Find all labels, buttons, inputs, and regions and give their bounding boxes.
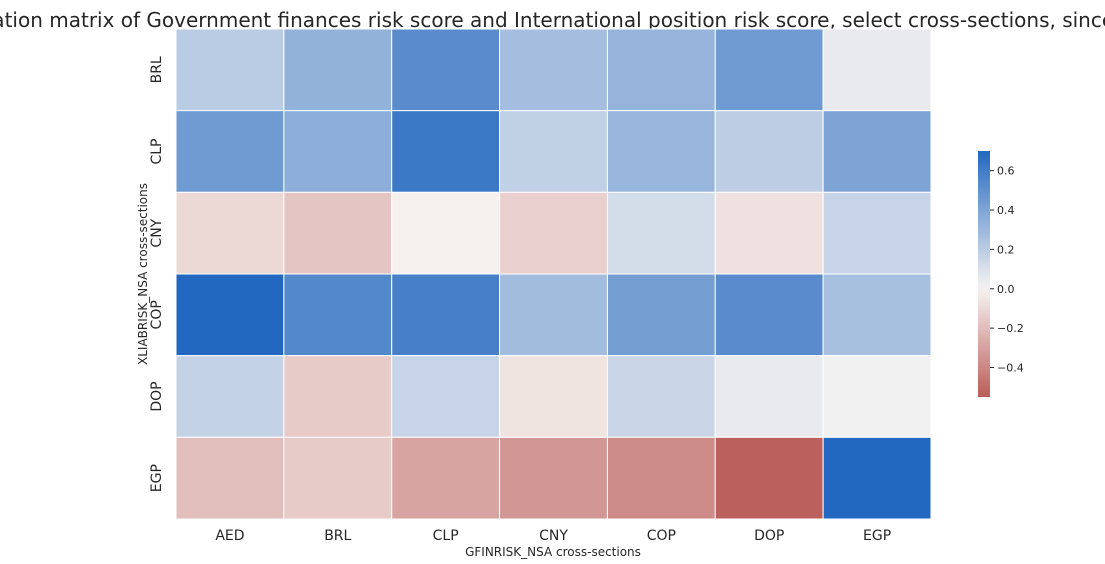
heatmap-cell-CLP-CNY: [499, 110, 608, 193]
heatmap-cell-EGP-AED: [175, 436, 285, 520]
heatmap-cell-BRL-COP: [606, 28, 716, 112]
heatmap-cell-COP-BRL: [283, 273, 393, 357]
x-tick-label: BRL: [324, 528, 351, 544]
heatmap-cell-COP-DOP: [714, 273, 824, 357]
heatmap-cell-CNY-CNY: [499, 191, 608, 275]
heatmap-cell-CLP-BRL: [283, 110, 393, 193]
heatmap-cell-DOP-CNY: [499, 355, 608, 438]
heatmap-cell-EGP-BRL: [283, 436, 393, 520]
y-tick-label: BRL: [149, 56, 165, 83]
heatmap-cell-CNY-COP: [606, 191, 716, 275]
colorbar-tick-label: 0.6: [997, 165, 1015, 178]
heatmap-cell-BRL-DOP: [714, 28, 824, 112]
heatmap-cell-CNY-AED: [175, 191, 285, 275]
y-tick-label: DOP: [149, 381, 165, 411]
heatmap-cell-BRL-EGP: [822, 28, 932, 112]
heatmap-cell-CNY-CLP: [391, 191, 501, 275]
heatmap-cell-CNY-BRL: [283, 191, 393, 275]
x-tick-label: CNY: [539, 528, 568, 544]
colorbar-tick-label: −0.4: [997, 361, 1024, 374]
heatmap-cell-COP-EGP: [822, 273, 932, 357]
heatmap-cells: [175, 28, 932, 520]
y-tick-label: COP: [149, 300, 165, 329]
x-tick-label: AED: [215, 528, 244, 544]
heatmap-cell-CLP-EGP: [822, 110, 932, 193]
heatmap-cell-DOP-EGP: [822, 355, 932, 438]
y-axis-label: XLIABRISK_NSA cross-sections: [136, 183, 150, 365]
heatmap-cell-COP-CLP: [391, 273, 501, 357]
x-tick-label: COP: [647, 528, 676, 544]
chart-title: Correlation matrix of Government finance…: [0, 8, 1105, 32]
x-tick-label: EGP: [863, 528, 891, 544]
colorbar-tick-label: −0.2: [997, 322, 1024, 335]
heatmap-cell-EGP-COP: [606, 436, 716, 520]
colorbar-tick-label: 0.2: [997, 243, 1015, 256]
heatmap-cell-COP-CNY: [499, 273, 608, 357]
y-tick-label: CLP: [149, 138, 165, 164]
heatmap-cell-BRL-BRL: [283, 28, 393, 112]
heatmap-cell-CNY-DOP: [714, 191, 824, 275]
heatmap-cell-CLP-CLP: [391, 110, 501, 193]
heatmap-cell-CNY-EGP: [822, 191, 932, 275]
colorbar: [978, 151, 990, 397]
heatmap-cell-DOP-BRL: [283, 355, 393, 438]
y-tick-label: EGP: [149, 464, 165, 492]
colorbar-tick-label: 0.4: [997, 204, 1015, 217]
heatmap-cell-CLP-AED: [175, 110, 285, 193]
x-tick-labels: AED BRL CLP CNY COP DOP EGP: [215, 528, 891, 544]
heatmap-cell-BRL-CNY: [499, 28, 608, 112]
x-axis-label: GFINRISK_NSA cross-sections: [465, 545, 641, 559]
heatmap-cell-DOP-CLP: [391, 355, 501, 438]
heatmap-cell-CLP-COP: [606, 110, 716, 193]
heatmap-cell-BRL-AED: [175, 28, 285, 112]
heatmap-cell-DOP-COP: [606, 355, 716, 438]
heatmap-cell-EGP-DOP: [714, 436, 824, 520]
heatmap-cell-CLP-DOP: [714, 110, 824, 193]
heatmap-cell-DOP-AED: [175, 355, 285, 438]
y-tick-labels: BRL CLP CNY COP DOP EGP: [149, 56, 165, 492]
heatmap-cell-BRL-CLP: [391, 28, 501, 112]
colorbar-tick-label: 0.0: [997, 283, 1015, 296]
colorbar-ticks: −0.4 −0.2 0.0 0.2 0.4 0.6: [990, 165, 1024, 374]
heatmap-cell-EGP-EGP: [822, 436, 932, 520]
x-tick-label: CLP: [433, 528, 459, 544]
heatmap-cell-COP-COP: [606, 273, 716, 357]
heatmap-cell-EGP-CNY: [499, 436, 608, 520]
heatmap-cell-DOP-DOP: [714, 355, 824, 438]
heatmap-cell-COP-AED: [175, 273, 285, 357]
heatmap-cell-EGP-CLP: [391, 436, 501, 520]
x-tick-label: DOP: [754, 528, 784, 544]
y-tick-label: CNY: [149, 218, 165, 247]
